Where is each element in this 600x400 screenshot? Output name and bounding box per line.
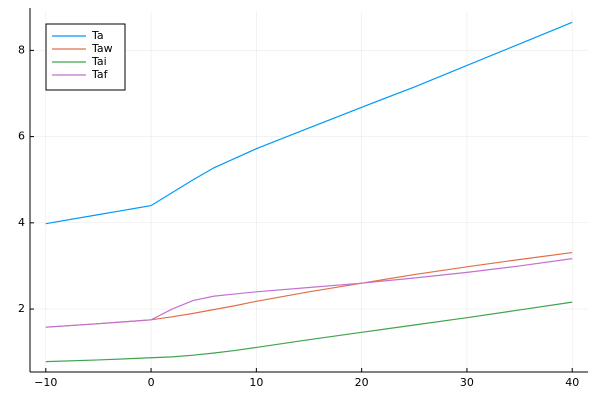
x-tick-label: −10 (34, 376, 57, 389)
x-tick-label: 10 (249, 376, 263, 389)
legend-label: Taw (91, 42, 113, 55)
x-tick-label: 40 (565, 376, 579, 389)
line-series (45, 301, 573, 363)
y-tick-label: 4 (18, 216, 25, 229)
y-tick-label: 6 (18, 130, 25, 143)
x-tick-label: 0 (148, 376, 155, 389)
x-tick-label: 30 (460, 376, 474, 389)
line-series (45, 21, 573, 225)
y-tick-label: 2 (18, 302, 25, 315)
legend-label: Tai (91, 55, 107, 68)
y-tick-label: 8 (18, 43, 25, 56)
legend-box (45, 23, 126, 91)
line-series (45, 258, 573, 328)
line-series (45, 251, 573, 328)
legend-label: Taf (91, 68, 109, 81)
x-tick-label: 20 (355, 376, 369, 389)
legend-label: Ta (91, 29, 104, 42)
